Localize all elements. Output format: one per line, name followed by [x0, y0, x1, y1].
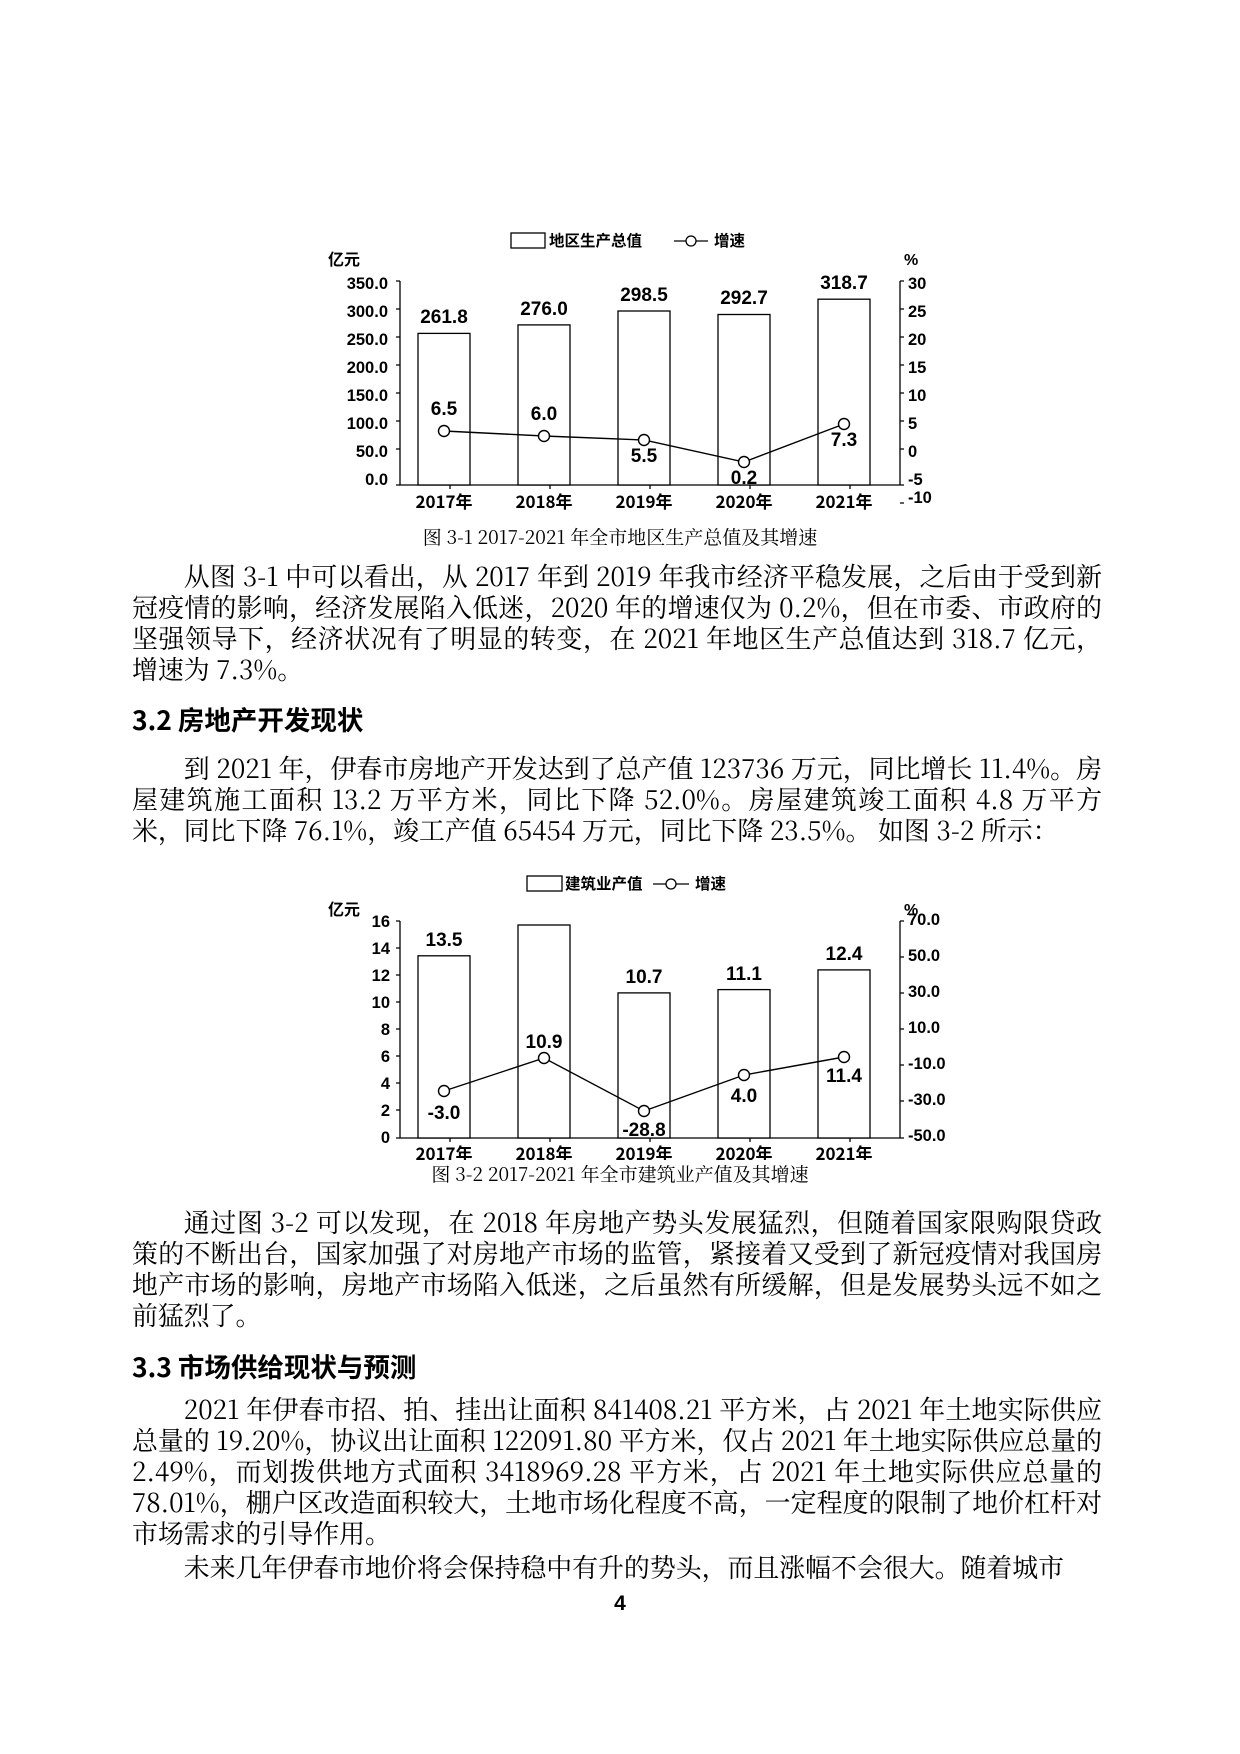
- svg-text:5: 5: [908, 415, 917, 433]
- svg-text:增速: 增速: [714, 229, 746, 251]
- svg-text:50.0: 50.0: [356, 443, 388, 461]
- svg-text:2017年: 2017年: [415, 488, 472, 513]
- svg-text:-50.0: -50.0: [908, 1127, 946, 1145]
- svg-text:2018年: 2018年: [515, 488, 572, 513]
- svg-text:8: 8: [381, 1021, 390, 1039]
- svg-text:12: 12: [372, 967, 390, 985]
- svg-text:7.3: 7.3: [831, 430, 857, 451]
- svg-text:15: 15: [908, 359, 926, 377]
- svg-text:0.0: 0.0: [365, 471, 388, 489]
- svg-text:2: 2: [381, 1102, 390, 1120]
- svg-text:0.2: 0.2: [731, 468, 757, 489]
- svg-text:2021年: 2021年: [815, 1140, 872, 1160]
- svg-text:-10: -10: [908, 489, 932, 507]
- svg-text:10: 10: [908, 387, 926, 405]
- svg-text:2020年: 2020年: [715, 488, 772, 513]
- svg-text:300.0: 300.0: [347, 303, 388, 321]
- svg-text:0: 0: [908, 443, 917, 461]
- svg-text:4: 4: [381, 1075, 391, 1093]
- svg-text:11.1: 11.1: [726, 964, 762, 985]
- svg-text:350.0: 350.0: [347, 275, 388, 293]
- svg-text:增速: 增速: [695, 872, 727, 894]
- svg-text:-28.8: -28.8: [622, 1120, 665, 1141]
- svg-text:2021年: 2021年: [815, 488, 872, 513]
- svg-text:318.7: 318.7: [820, 273, 868, 294]
- svg-text:11.4: 11.4: [826, 1066, 862, 1087]
- svg-text:200.0: 200.0: [347, 359, 388, 377]
- svg-text:亿元: 亿元: [328, 896, 360, 920]
- svg-text:25: 25: [908, 303, 926, 321]
- svg-text:6: 6: [381, 1048, 390, 1066]
- svg-text:20: 20: [908, 331, 926, 349]
- svg-text:292.7: 292.7: [720, 288, 768, 309]
- svg-text:2019年: 2019年: [615, 1140, 672, 1160]
- svg-text:261.8: 261.8: [420, 307, 468, 328]
- svg-text:-10.0: -10.0: [908, 1055, 946, 1073]
- svg-text:10.7: 10.7: [626, 967, 663, 988]
- svg-text:地区生产总值: 地区生产总值: [549, 229, 642, 251]
- svg-text:4.0: 4.0: [731, 1086, 757, 1107]
- svg-text:14: 14: [372, 940, 391, 958]
- svg-text:-5: -5: [908, 471, 923, 489]
- svg-text:150.0: 150.0: [347, 387, 388, 405]
- svg-text:-3.0: -3.0: [428, 1103, 461, 1124]
- svg-text:13.5: 13.5: [426, 930, 463, 951]
- svg-text:16: 16: [372, 913, 390, 931]
- svg-text:50.0: 50.0: [908, 947, 940, 965]
- svg-text:-30.0: -30.0: [908, 1091, 946, 1109]
- svg-text:0: 0: [381, 1129, 390, 1147]
- svg-text:70.0: 70.0: [908, 911, 940, 929]
- svg-text:100.0: 100.0: [347, 415, 388, 433]
- svg-text:建筑业产值: 建筑业产值: [565, 872, 643, 894]
- svg-text:6.0: 6.0: [531, 404, 557, 425]
- svg-text:亿元: 亿元: [328, 246, 360, 270]
- svg-text:298.5: 298.5: [620, 285, 668, 306]
- svg-text:10: 10: [372, 994, 390, 1012]
- svg-text:2017年: 2017年: [415, 1140, 472, 1160]
- svg-text:276.0: 276.0: [520, 299, 568, 320]
- svg-text:30.0: 30.0: [908, 983, 940, 1001]
- svg-text:5.5: 5.5: [631, 446, 658, 467]
- svg-text:2020年: 2020年: [715, 1140, 772, 1160]
- svg-text:250.0: 250.0: [347, 331, 388, 349]
- svg-text:2019年: 2019年: [615, 488, 672, 513]
- svg-text:6.5: 6.5: [431, 399, 458, 420]
- svg-text:%: %: [904, 252, 918, 269]
- svg-text:10.9: 10.9: [526, 1032, 563, 1053]
- svg-text:10.0: 10.0: [908, 1019, 940, 1037]
- svg-text:2018年: 2018年: [515, 1140, 572, 1160]
- svg-text:12.4: 12.4: [826, 944, 863, 965]
- svg-text:30: 30: [908, 275, 926, 293]
